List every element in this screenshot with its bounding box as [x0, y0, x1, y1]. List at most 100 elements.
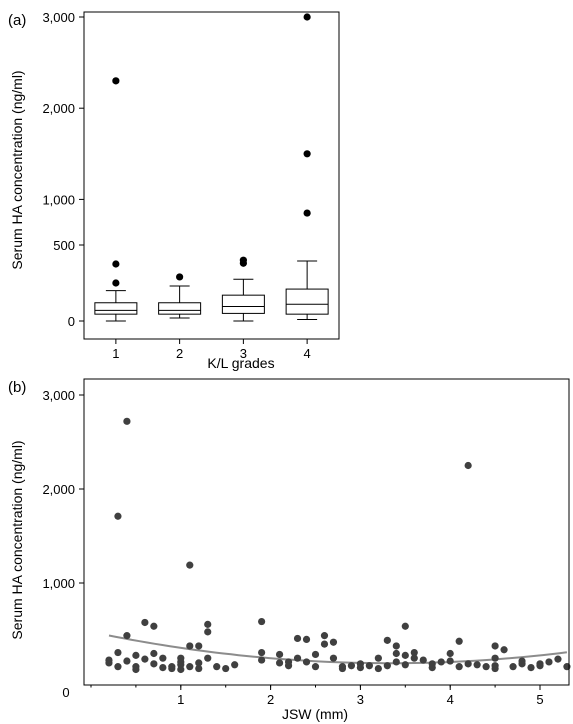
scatter-point — [123, 417, 131, 425]
scatter-point — [320, 632, 329, 640]
panel-a-y-axis-label: Serum HA concentration (ng/ml) — [9, 70, 25, 269]
scatter-point — [410, 648, 418, 657]
scatter-point — [114, 663, 122, 671]
scatter-point — [383, 662, 391, 670]
scatter-point — [123, 632, 131, 640]
scatter-point — [554, 655, 562, 663]
panel-a-box-plot: (a) Serum HA concentration (ng/ml) K/L g… — [8, 10, 340, 371]
scatter-point — [150, 649, 158, 658]
scatter-point — [419, 656, 427, 664]
box-iqr — [158, 302, 202, 315]
panel-b-label: (b) — [8, 379, 26, 396]
box-iqr — [285, 288, 329, 315]
panel-a-y-tick-label: 2,000 — [42, 101, 75, 116]
scatter-point — [293, 654, 302, 662]
scatter-point — [195, 664, 203, 673]
scatter-point — [473, 661, 481, 669]
scatter-point — [410, 654, 418, 662]
box-outlier-point — [112, 279, 120, 287]
box-iqr — [94, 302, 138, 315]
scatter-point — [150, 660, 158, 668]
scatter-point — [401, 661, 409, 669]
scatter-point — [509, 663, 517, 671]
scatter-point — [482, 663, 490, 671]
box-outlier-point — [303, 150, 311, 158]
scatter-point — [186, 561, 194, 569]
scatter-point — [338, 664, 347, 673]
panel-a-x-axis-label: K/L grades — [207, 355, 274, 371]
scatter-point — [329, 638, 338, 646]
scatter-point — [105, 656, 113, 664]
panel-b-y-tick-label: 2,000 — [42, 482, 75, 497]
scatter-point — [258, 648, 266, 657]
scatter-point — [392, 649, 400, 658]
scatter-point — [311, 663, 320, 671]
panel-a-box-group-2 — [158, 273, 202, 319]
panel-a-y-tick-label: 0 — [68, 314, 75, 329]
box-outlier-point — [303, 209, 311, 217]
scatter-point — [258, 656, 266, 664]
scatter-point — [132, 651, 140, 659]
scatter-point — [231, 661, 239, 669]
scatter-point — [329, 654, 338, 662]
panel-a-x-tick-label: 3 — [240, 346, 247, 361]
box-outlier-point — [112, 260, 120, 268]
scatter-point — [204, 628, 212, 636]
scatter-point — [275, 659, 284, 667]
scatter-point — [401, 622, 409, 630]
scatter-point — [114, 512, 122, 520]
scatter-point — [536, 662, 544, 670]
panel-b-trend-line — [108, 634, 568, 665]
box-outlier-point — [176, 273, 184, 281]
scatter-point — [275, 650, 284, 659]
scatter-point — [302, 658, 311, 666]
scatter-point — [204, 654, 212, 662]
scatter-point — [518, 657, 526, 665]
scatter-point — [446, 649, 454, 658]
scatter-point — [141, 655, 149, 663]
scatter-point — [177, 654, 185, 662]
scatter-point — [168, 664, 176, 673]
box-outlier-point — [112, 77, 120, 85]
scatter-point — [213, 663, 221, 671]
scatter-point — [356, 660, 364, 668]
scatter-point — [159, 664, 167, 672]
panel-a-y-ticks: 0 500 1,000 2,000 3,000 — [42, 10, 84, 329]
scatter-point — [258, 617, 266, 626]
panel-b-y-tick-label: 3,000 — [42, 388, 75, 403]
scatter-point — [293, 634, 302, 643]
panel-b-x-tick-label: 2 — [267, 692, 274, 707]
scatter-point — [464, 660, 472, 668]
scatter-point — [428, 664, 436, 672]
panel-a-plot-frame — [83, 11, 340, 340]
scatter-point — [195, 642, 203, 650]
panel-b-x-tick-label: 3 — [357, 692, 364, 707]
panel-a-x-ticks: 1 2 3 4 — [112, 339, 311, 361]
panel-b-x-tick-label: 4 — [447, 692, 454, 707]
panel-a-boxes — [94, 13, 329, 322]
panel-b-origin-label: 0 — [62, 685, 69, 700]
panel-b-y-axis-label: Serum HA concentration (ng/ml) — [9, 440, 25, 639]
panel-b-x-tick-label: 1 — [177, 692, 184, 707]
scatter-point — [455, 663, 463, 671]
scatter-point — [114, 648, 122, 657]
panel-a-x-tick-label: 4 — [304, 346, 311, 361]
scatter-point — [392, 658, 400, 666]
box-iqr — [221, 294, 265, 314]
scatter-point — [392, 642, 400, 650]
panel-a-x-tick-label: 2 — [176, 346, 183, 361]
scatter-point — [159, 654, 167, 662]
scatter-point — [186, 663, 194, 671]
panel-b-scatter-plot: (b) Serum HA concentration (ng/ml) JSW (… — [8, 378, 571, 722]
panel-a-box-group-3 — [221, 256, 265, 322]
scatter-point — [123, 657, 131, 665]
scatter-point — [132, 665, 140, 674]
scatter-point — [455, 637, 463, 645]
scatter-point — [320, 640, 329, 648]
scatter-point — [222, 664, 230, 673]
scatter-point — [527, 664, 535, 672]
scatter-point — [177, 661, 185, 669]
panel-b-y-tick-label: 1,000 — [42, 576, 75, 591]
scatter-point — [186, 642, 194, 650]
